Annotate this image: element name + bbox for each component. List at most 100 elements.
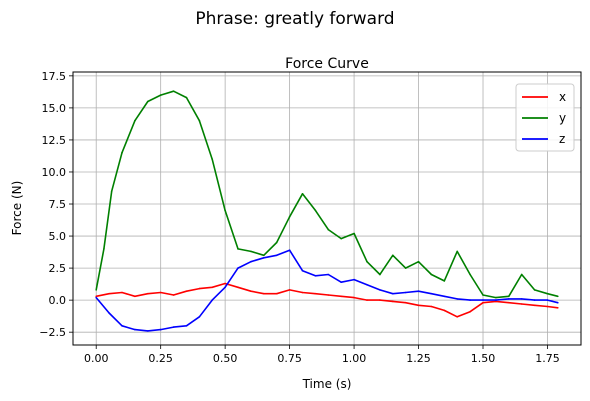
data-point-x xyxy=(185,290,188,293)
data-point-z xyxy=(237,267,239,269)
data-point-y xyxy=(482,294,484,296)
data-point-x xyxy=(237,286,239,289)
data-point-y xyxy=(198,119,201,122)
data-point-z xyxy=(263,257,265,259)
data-point-y xyxy=(557,295,559,298)
data-point-x xyxy=(430,305,433,308)
data-point-z xyxy=(288,249,291,251)
data-point-z xyxy=(482,299,484,301)
data-point-x xyxy=(417,304,420,307)
data-point-z xyxy=(185,325,188,327)
data-point-z xyxy=(495,299,497,301)
data-point-y xyxy=(237,248,239,250)
data-point-z xyxy=(301,269,304,272)
y-tick-label: 0.0 xyxy=(49,294,67,307)
data-point-z xyxy=(108,312,110,314)
x-tick-label: 1.75 xyxy=(535,352,560,365)
data-point-y xyxy=(250,250,252,253)
data-point-z xyxy=(546,299,549,301)
data-point-x xyxy=(134,295,136,298)
data-point-x xyxy=(314,292,317,295)
legend: xyz xyxy=(515,83,575,152)
data-point-y xyxy=(546,292,549,295)
data-point-x xyxy=(121,291,123,294)
data-point-x xyxy=(520,303,523,305)
legend-label-z: z xyxy=(559,132,565,146)
data-point-z xyxy=(353,278,355,281)
plot-lines xyxy=(95,90,559,332)
data-point-y xyxy=(314,209,317,212)
data-point-z xyxy=(172,326,175,328)
data-point-x xyxy=(95,295,97,298)
data-point-z xyxy=(134,328,136,331)
data-point-y xyxy=(147,100,149,103)
data-point-x xyxy=(495,300,497,303)
data-point-y xyxy=(288,216,291,218)
data-point-y xyxy=(263,254,265,257)
x-tick-label: 0.00 xyxy=(84,352,109,365)
data-point-x xyxy=(456,316,459,318)
data-point-y xyxy=(211,158,213,160)
y-tick-label: 15.0 xyxy=(42,102,67,115)
data-point-z xyxy=(147,330,149,332)
data-point-x xyxy=(353,296,355,299)
legend-label-y: y xyxy=(559,111,566,125)
y-tick-label: 17.5 xyxy=(42,70,67,83)
data-point-x xyxy=(147,292,149,295)
data-point-x xyxy=(159,291,162,294)
data-point-z xyxy=(314,275,317,277)
y-tick-label: 7.5 xyxy=(49,198,67,211)
data-point-y xyxy=(443,280,446,282)
data-point-x xyxy=(198,287,201,290)
data-point-z xyxy=(404,291,407,294)
data-point-z xyxy=(430,292,433,295)
data-point-z xyxy=(211,299,213,301)
data-point-y xyxy=(366,260,368,263)
legend-label-x: x xyxy=(559,90,566,104)
data-point-x xyxy=(301,291,304,294)
data-point-z xyxy=(508,298,510,300)
data-point-y xyxy=(508,295,510,298)
data-point-y xyxy=(185,96,188,99)
x-tick-label: 0.50 xyxy=(213,352,238,365)
data-point-z xyxy=(95,296,97,299)
data-point-y xyxy=(404,267,407,269)
data-point-y xyxy=(520,273,523,276)
data-point-z xyxy=(327,273,330,276)
data-point-y xyxy=(327,228,330,231)
data-point-z xyxy=(443,295,446,298)
data-point-y xyxy=(301,193,304,195)
data-point-x xyxy=(469,310,471,313)
data-point-x xyxy=(263,292,265,295)
series-line-y xyxy=(95,90,558,299)
data-point-z xyxy=(379,289,381,291)
data-point-y xyxy=(134,119,136,122)
data-point-y xyxy=(495,296,497,299)
x-tick-label: 1.50 xyxy=(471,352,496,365)
data-point-x xyxy=(211,286,213,289)
data-point-x xyxy=(327,294,330,296)
y-tick-label: 2.5 xyxy=(49,262,67,275)
data-point-y xyxy=(533,289,536,291)
y-axis-label: Force (N) xyxy=(10,181,24,236)
y-tick-label: 5.0 xyxy=(49,230,67,243)
data-point-x xyxy=(404,301,407,304)
data-point-z xyxy=(417,290,420,293)
data-point-x xyxy=(508,301,510,304)
x-tick-label: 0.75 xyxy=(277,352,302,365)
data-point-x xyxy=(366,299,368,301)
data-point-y xyxy=(224,209,226,212)
chart-title: Force Curve xyxy=(285,56,369,72)
data-point-y xyxy=(340,237,343,240)
x-tick-label: 0.25 xyxy=(148,352,173,365)
data-point-y xyxy=(469,273,471,276)
data-point-y xyxy=(110,190,113,192)
y-axis-ticks: −2.5 0.0 2.5 5.0 7.5 10.0 12.5 15.0 17.5 xyxy=(39,70,73,339)
data-point-x xyxy=(546,305,549,308)
figure-suptitle: Phrase: greatly forward xyxy=(195,9,394,29)
data-point-x xyxy=(224,282,226,285)
data-point-x xyxy=(250,290,252,293)
data-point-x xyxy=(392,300,394,303)
data-point-x xyxy=(443,309,446,312)
data-point-x xyxy=(275,292,278,295)
